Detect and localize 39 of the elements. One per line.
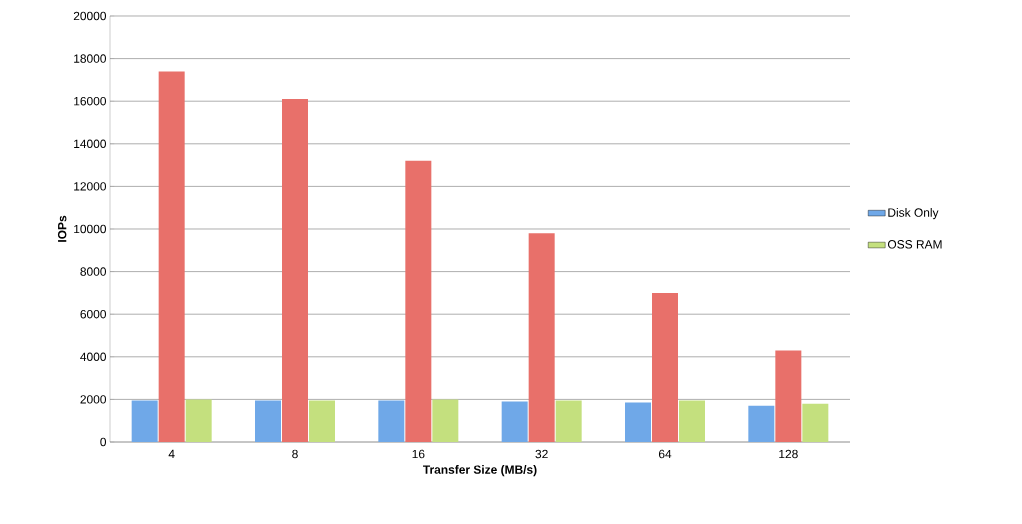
- x-tick-label: 128: [779, 449, 798, 459]
- bar: [652, 292, 678, 442]
- legend-label: OSS RAM: [887, 240, 942, 249]
- bar: [185, 399, 212, 442]
- y-tick-label: 0: [100, 437, 107, 447]
- bar: [748, 405, 775, 442]
- y-tick-label: 8000: [80, 267, 107, 276]
- bar: [528, 233, 555, 442]
- bar: [255, 400, 281, 442]
- y-tick-label: 2000: [80, 395, 107, 404]
- y-tick-label: 12000: [74, 182, 107, 191]
- y-tick-label: 20000: [73, 11, 107, 21]
- x-tick-label: 8: [292, 449, 298, 459]
- legend-label: Disk Only: [888, 208, 939, 220]
- y-tick-label: 16000: [74, 96, 107, 106]
- bar: [405, 160, 432, 442]
- x-tick-label: 4: [168, 449, 175, 458]
- x-tick-label: 16: [412, 449, 425, 459]
- bar: [802, 403, 829, 442]
- bar: [625, 402, 651, 442]
- y-tick-label: 14000: [74, 139, 107, 149]
- x-tick-label: 64: [658, 449, 672, 459]
- y-axis-title: IOPs: [57, 215, 67, 242]
- bar: [501, 401, 528, 442]
- y-tick-label: 18000: [74, 54, 107, 63]
- bar: [775, 350, 802, 442]
- bar: [282, 99, 308, 442]
- bar: [555, 400, 582, 442]
- bar: [432, 399, 459, 442]
- x-tick-label: 32: [535, 449, 548, 459]
- y-tick-label: 6000: [80, 309, 107, 319]
- bar: [158, 71, 185, 442]
- bar: [378, 400, 405, 442]
- bar: [131, 400, 158, 442]
- y-tick-label: 10000: [74, 224, 107, 234]
- bar: [679, 400, 705, 442]
- y-tick-label: 4000: [80, 352, 107, 362]
- x-axis-title: Transfer Size (MB/s): [423, 465, 537, 477]
- bar: [309, 400, 335, 442]
